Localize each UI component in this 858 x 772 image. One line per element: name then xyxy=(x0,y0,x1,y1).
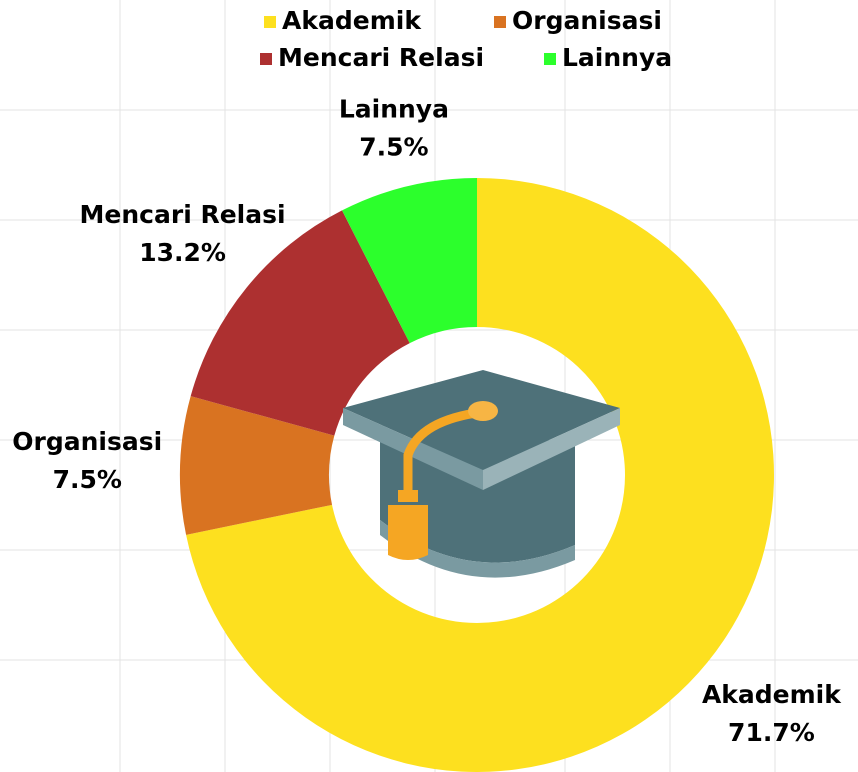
legend-swatch xyxy=(260,53,272,65)
legend-swatch xyxy=(494,16,506,28)
slice-category-label: Akademik xyxy=(702,680,842,709)
graduation-cap-icon xyxy=(343,370,620,578)
legend-label: Organisasi xyxy=(512,6,662,35)
legend-swatch xyxy=(264,16,276,28)
slice-category-label: Lainnya xyxy=(339,94,449,123)
legend-label: Akademik xyxy=(282,6,422,35)
donut-slice xyxy=(190,210,410,436)
donut-slice xyxy=(186,178,774,772)
donut-slice xyxy=(342,178,477,344)
slice-category-label: Mencari Relasi xyxy=(80,200,286,229)
slice-value-label: 13.2% xyxy=(139,238,226,267)
legend-label: Mencari Relasi xyxy=(278,43,484,72)
legend-swatch xyxy=(544,53,556,65)
donut-slice xyxy=(180,396,335,535)
slice-value-label: 71.7% xyxy=(728,718,815,747)
slice-value-label: 7.5% xyxy=(359,132,428,161)
slice-category-label: Organisasi xyxy=(12,427,162,456)
legend-label: Lainnya xyxy=(562,43,672,72)
slice-value-label: 7.5% xyxy=(53,465,122,494)
